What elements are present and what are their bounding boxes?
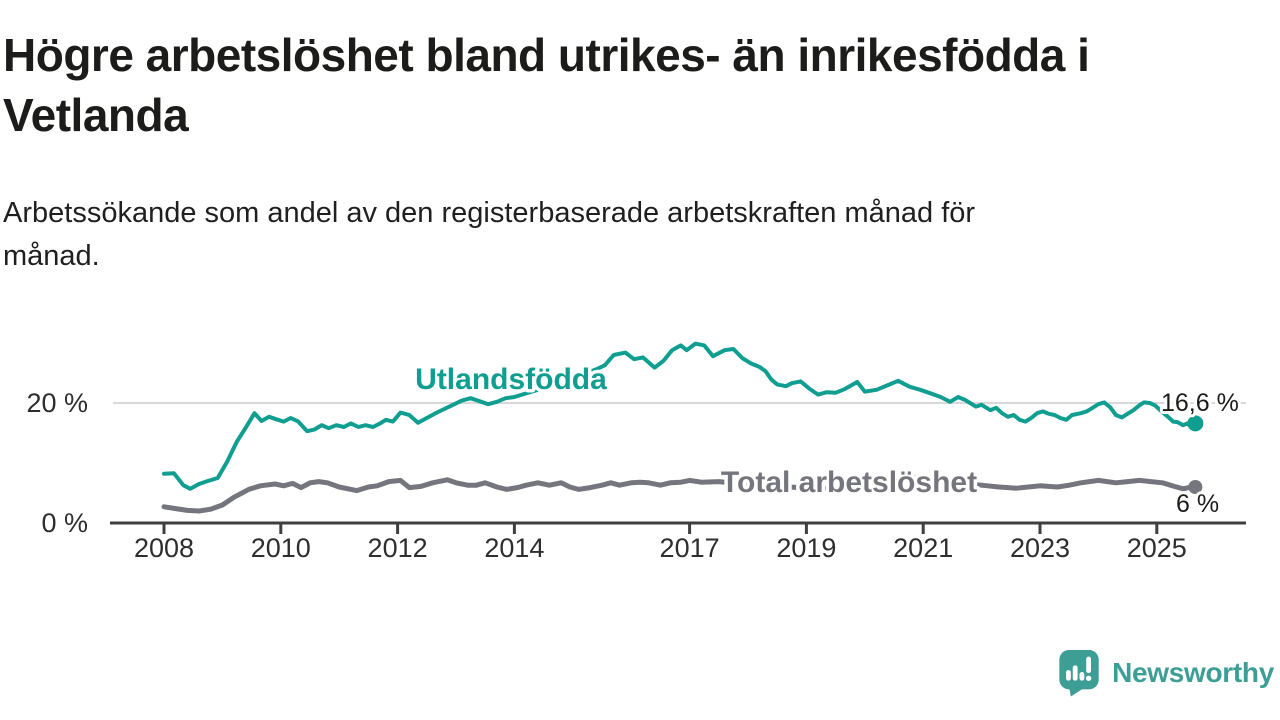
newsworthy-logo: Newsworthy [1058,649,1274,697]
logo-bubble-tail [1069,686,1084,697]
chart-generated-layer: 2008 2010 2012 2014 2017 2019 2021 2023 2025 [134,341,1204,563]
logo-bubble-body [1059,649,1099,690]
line-series-utlandsfodda [162,341,1198,491]
end-dot-total [1188,480,1203,494]
page-title-line-2: Vetlanda [3,89,189,141]
y-axis-label-20: 20 % [26,388,88,418]
page-subtitle-line-1: Arbetssökande som andel av den registerb… [3,197,976,229]
end-value-label-utlandsfodda: 16,6 % [1161,389,1239,417]
newsworthy-bar-chart-bubble-icon [1059,649,1099,697]
x-tick-label: 2017 [660,533,720,563]
end-dot-utlandsfodda [1187,415,1204,432]
logo-exclamation-dot [1085,675,1092,681]
line-series-total [161,474,1198,514]
x-tick-label: 2010 [251,533,311,563]
series-label-utlandsfodda: Utlandsfödda [415,363,607,396]
end-value-label-total: 6 % [1176,490,1219,518]
page-title-line-1: Högre arbetslöshet bland utrikes- än inr… [3,29,1090,81]
page-subtitle-line-2: månad. [3,240,100,272]
logo-bar-tall [1072,665,1078,681]
x-tick-label: 2023 [1010,533,1070,563]
x-tick-label: 2014 [484,533,544,563]
x-tick-label: 2021 [893,533,953,563]
logo-exclamation-bar [1086,656,1092,673]
x-tick-label: 2025 [1127,533,1187,563]
page-title: Högre arbetslöshet bland utrikes- än inr… [3,25,1273,145]
series-label-total-arbetsloshet: Total arbetslöshet [721,466,977,499]
x-tick-label: 2019 [776,533,836,563]
y-axis-label-0: 0 % [41,508,88,538]
page-subtitle: Arbetssökande som andel av den registerb… [3,192,1273,278]
logo-bar-medium [1079,672,1085,681]
x-tick-label: 2012 [368,533,428,563]
logo-bar-small [1066,670,1071,681]
x-tick-label: 2008 [134,533,194,563]
newsworthy-wordmark: Newsworthy [1112,657,1274,688]
